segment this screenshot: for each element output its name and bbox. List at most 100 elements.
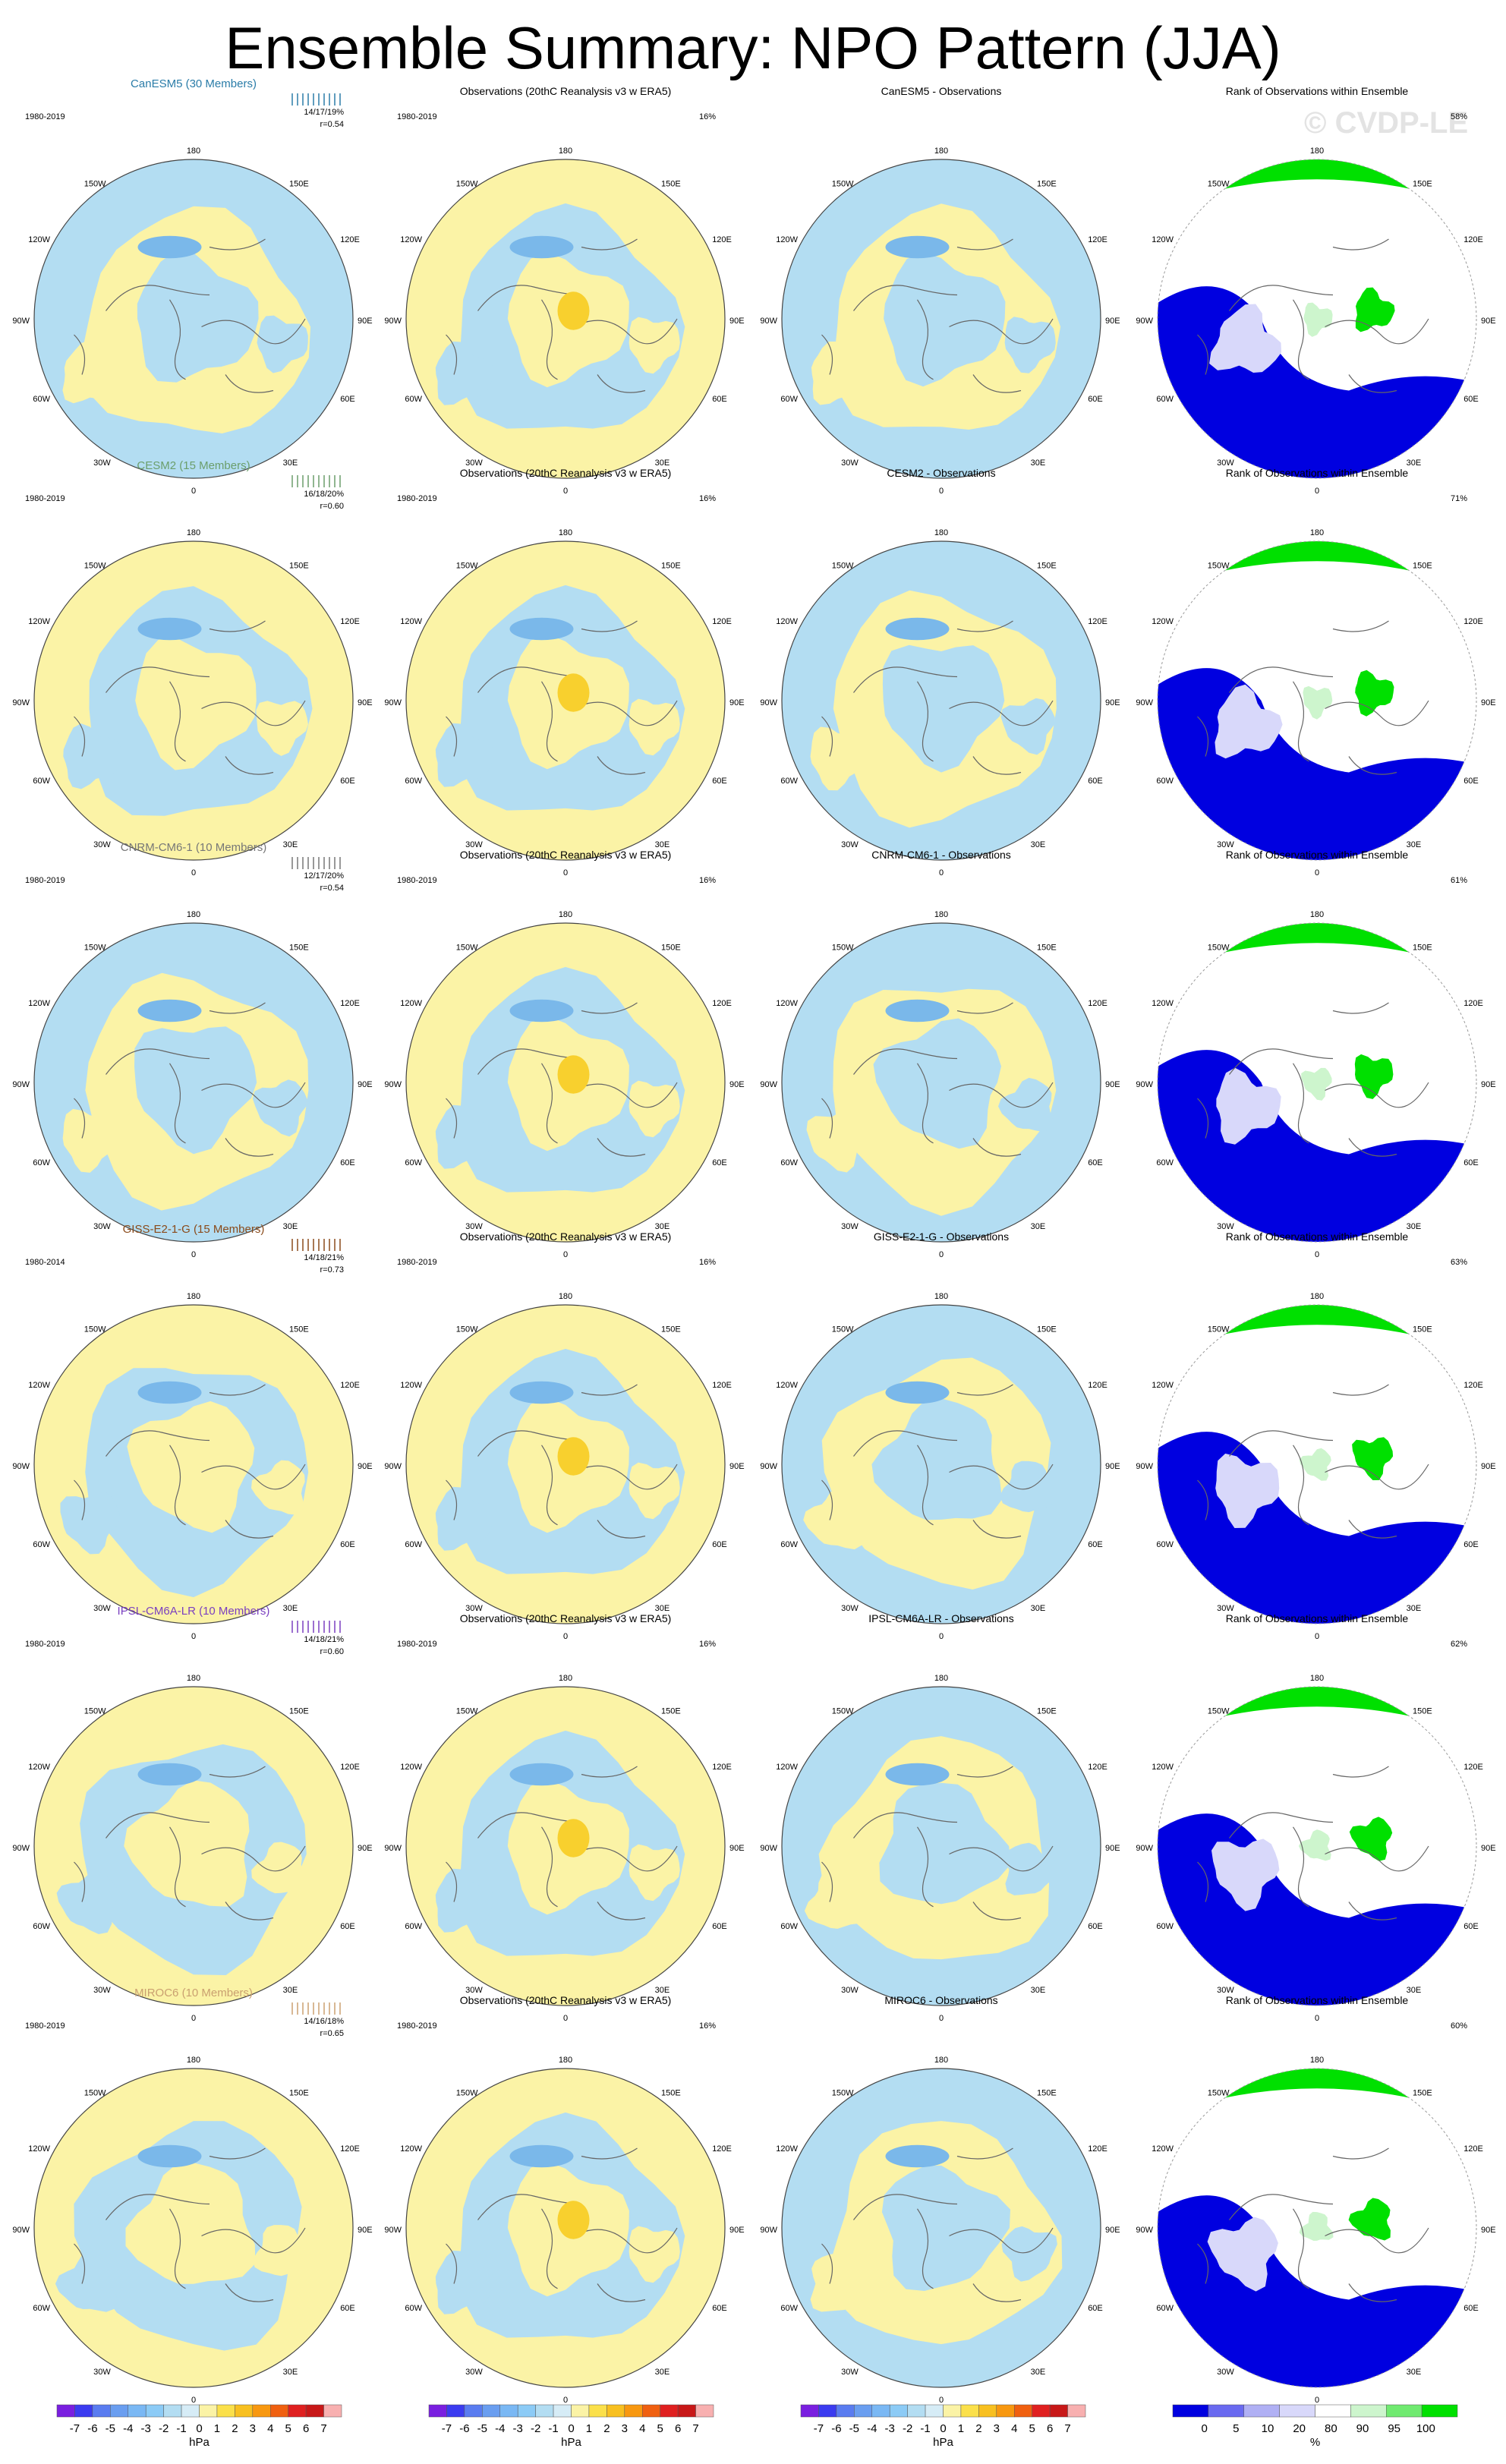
lon-label-ll: 60W bbox=[405, 1158, 422, 1167]
lon-label-ml: 90W bbox=[760, 1844, 777, 1853]
colorbar-tick: 10 bbox=[1262, 2422, 1274, 2435]
colorbar-swatch bbox=[907, 2404, 926, 2418]
diff-panel: CanESM5 - Observations 180 150W 150E 120W 120… bbox=[760, 85, 1120, 496]
lon-label-br: 30E bbox=[1031, 458, 1046, 468]
coastline bbox=[917, 1063, 934, 1144]
lon-label-ml: 90W bbox=[760, 1080, 777, 1089]
anomaly-minimum bbox=[885, 1763, 950, 1786]
colorbar-swatch bbox=[1315, 2404, 1351, 2418]
anomaly-minimum bbox=[885, 2144, 950, 2168]
map-field bbox=[782, 1687, 1101, 2006]
pattern-corr: r=0.60 bbox=[320, 1647, 345, 1656]
coastline bbox=[1332, 1766, 1389, 1778]
colorbar-swatch bbox=[199, 2404, 218, 2418]
anomaly-patch bbox=[435, 341, 493, 405]
lon-label-ul: 120W bbox=[400, 2144, 422, 2154]
lon-label-bl: 30W bbox=[93, 1604, 111, 1613]
lon-label-bl: 30W bbox=[465, 2368, 483, 2377]
map-field bbox=[34, 541, 353, 860]
anomaly-core bbox=[884, 251, 1006, 387]
coastline bbox=[201, 1464, 306, 1490]
colorbar-tick: 2 bbox=[975, 2422, 981, 2435]
coastline bbox=[956, 620, 1013, 632]
lon-label-ll: 60W bbox=[780, 1158, 798, 1167]
diff-panel: IPSL-CM6A-LR - Observations 180 150W 150E 12… bbox=[760, 1612, 1120, 2023]
lon-label-lr: 60E bbox=[1463, 1540, 1479, 1549]
map-border bbox=[33, 540, 354, 861]
anomaly-maximum bbox=[557, 1819, 590, 1857]
colorbar-swatch bbox=[1386, 2404, 1423, 2418]
colorbar-tick: 3 bbox=[622, 2422, 628, 2435]
colorbar-tick: -5 bbox=[477, 2422, 487, 2435]
lon-label-ml: 90W bbox=[12, 698, 30, 707]
colorbar-swatch bbox=[889, 2404, 908, 2418]
lon-label-br: 30E bbox=[1407, 1986, 1422, 1995]
coastline bbox=[917, 1445, 934, 1526]
rank-title: Rank of Observations within Ensemble bbox=[1226, 849, 1409, 861]
coastline bbox=[106, 1812, 210, 1839]
lon-label-bottom: 0 bbox=[939, 487, 944, 496]
lon-label-mr: 90E bbox=[729, 698, 745, 707]
lon-label-bl: 30W bbox=[841, 2368, 859, 2377]
lon-label-ur: 120E bbox=[1463, 235, 1483, 244]
coastline bbox=[1332, 1384, 1389, 1396]
colorbar-swatch bbox=[996, 2404, 1015, 2418]
map-border bbox=[33, 922, 354, 1243]
anomaly-patch bbox=[629, 698, 680, 756]
lon-label-ll: 60W bbox=[780, 1540, 798, 1549]
map-field bbox=[782, 923, 1101, 1242]
lon-label-br: 30E bbox=[1031, 840, 1046, 849]
colorbar-tick: 1 bbox=[586, 2422, 592, 2435]
colorbar-tick: 100 bbox=[1416, 2422, 1435, 2435]
variance-pct: 16% bbox=[699, 112, 716, 121]
colorbar-swatch bbox=[960, 2404, 979, 2418]
lon-label-tr: 150E bbox=[661, 2089, 681, 2098]
anomaly-minimum bbox=[885, 617, 950, 641]
colorbar-tick: 3 bbox=[250, 2422, 256, 2435]
lon-label-lr: 60E bbox=[340, 1540, 355, 1549]
rank-field bbox=[1158, 2069, 1476, 2387]
lon-label-tl: 150W bbox=[84, 562, 106, 571]
colorbar-swatch bbox=[1421, 2404, 1458, 2418]
coastline bbox=[1325, 1845, 1429, 1872]
colorbar-swatch bbox=[871, 2404, 890, 2418]
lon-label-ml: 90W bbox=[1136, 1080, 1153, 1089]
coastline bbox=[209, 1384, 266, 1396]
map-border bbox=[781, 540, 1101, 861]
map-border bbox=[1157, 2068, 1477, 2388]
anomaly-patch bbox=[629, 1844, 680, 1902]
anomaly-minimum bbox=[509, 999, 574, 1022]
lon-label-tl: 150W bbox=[84, 944, 106, 953]
lon-label-ml: 90W bbox=[1136, 698, 1153, 707]
colorbar-tick: -3 bbox=[513, 2422, 523, 2435]
colorbar-swatch bbox=[943, 2404, 962, 2418]
coastline bbox=[1293, 299, 1309, 380]
lon-label-tr: 150E bbox=[1413, 562, 1432, 571]
rank-patch bbox=[1355, 287, 1395, 332]
rank-pct: 60% bbox=[1451, 2021, 1467, 2031]
anomaly-patch bbox=[629, 1080, 680, 1138]
lon-label-bottom: 0 bbox=[1315, 1632, 1319, 1641]
lon-label-ll: 60W bbox=[1156, 1540, 1174, 1549]
anomaly-minimum bbox=[509, 235, 574, 259]
rank-pct: 61% bbox=[1451, 876, 1467, 885]
lon-label-bottom: 0 bbox=[1315, 2396, 1319, 2405]
lon-label-top: 180 bbox=[934, 147, 948, 156]
coastline bbox=[1293, 1826, 1309, 1908]
rank-patch bbox=[1215, 1453, 1280, 1528]
lon-label-tl: 150W bbox=[84, 1325, 106, 1334]
lon-label-top: 180 bbox=[187, 2056, 200, 2065]
colorbar-swatch bbox=[1172, 2404, 1209, 2418]
anomaly-patch bbox=[251, 1460, 305, 1515]
anomaly-patch bbox=[60, 1492, 120, 1555]
coastline bbox=[949, 318, 1054, 345]
lon-label-ll: 60W bbox=[1156, 395, 1174, 404]
anomaly-core bbox=[124, 1780, 250, 1907]
coastline bbox=[201, 1082, 306, 1108]
colorbar-tick: 5 bbox=[1029, 2422, 1035, 2435]
lon-label-bl: 30W bbox=[841, 1604, 859, 1613]
anomaly-maximum bbox=[557, 291, 590, 330]
coastline bbox=[1197, 334, 1209, 375]
lon-label-ll: 60W bbox=[1156, 1158, 1174, 1167]
lon-label-br: 30E bbox=[655, 1222, 670, 1231]
